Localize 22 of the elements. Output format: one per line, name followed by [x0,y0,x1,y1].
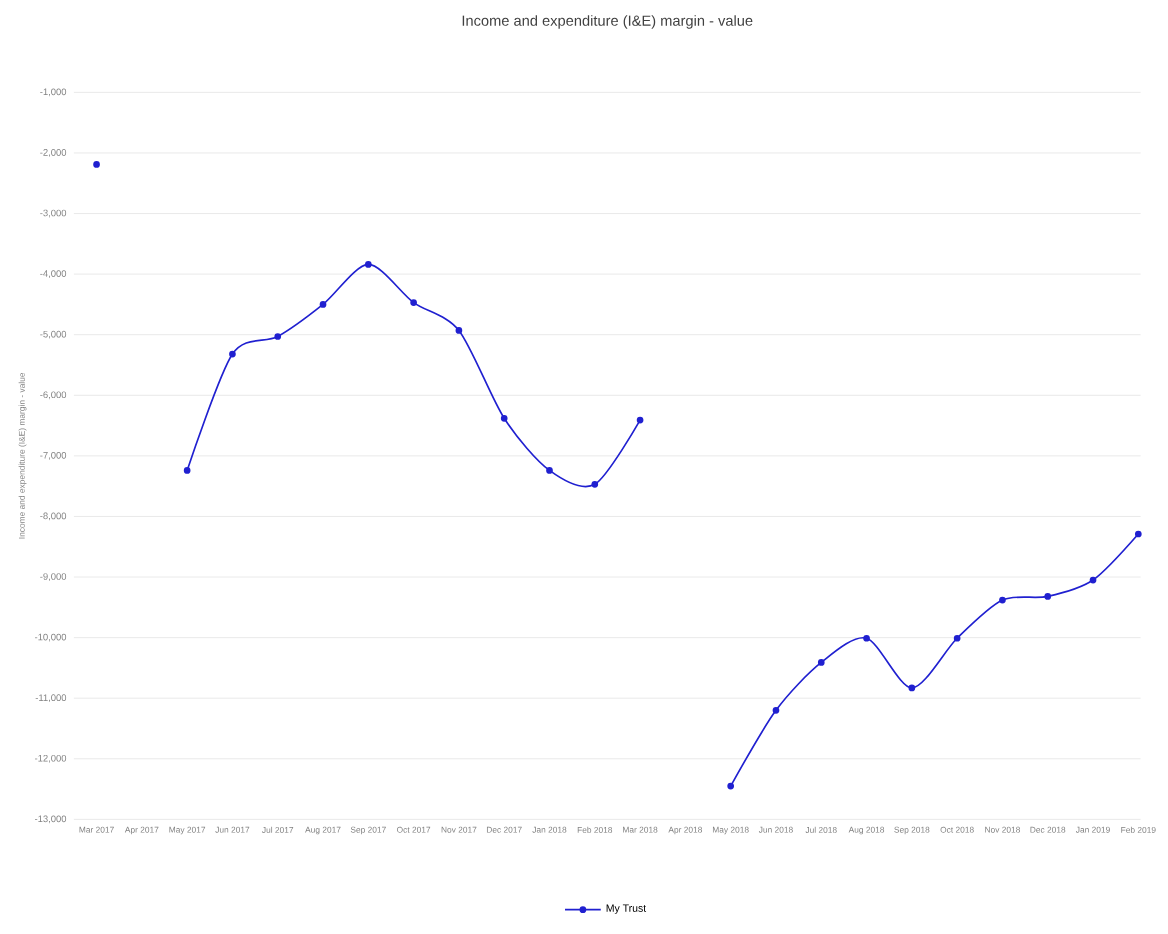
point [908,684,916,692]
point [410,299,417,307]
point [727,782,735,790]
point [863,634,870,642]
point [953,634,961,642]
point [817,659,825,666]
point [636,416,644,424]
point [319,301,327,308]
point [772,707,780,714]
point [455,327,463,334]
point [999,596,1006,604]
point [364,261,372,268]
point [183,467,191,474]
point [500,415,508,422]
point [274,333,282,340]
point [1044,593,1052,600]
point [93,161,100,168]
point [591,481,599,488]
point [546,467,553,474]
point [229,350,236,358]
point [1134,530,1142,538]
point [1089,576,1097,584]
